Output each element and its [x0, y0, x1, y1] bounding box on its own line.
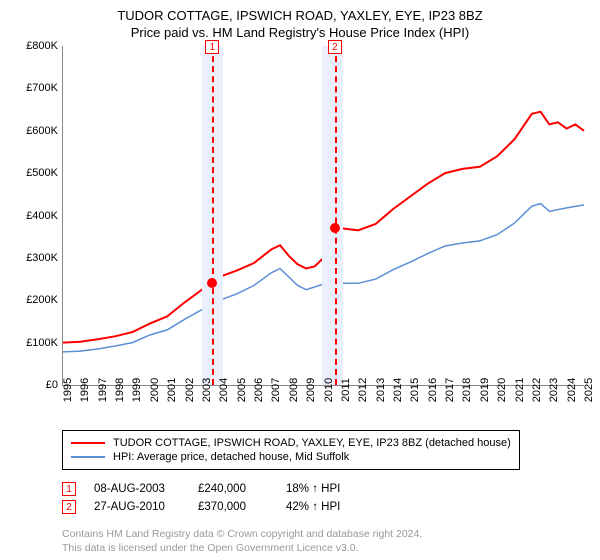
legend-item: HPI: Average price, detached house, Mid …	[71, 451, 511, 463]
x-tick-label: 1999	[131, 378, 143, 402]
x-axis: 1995199619971998199920002001200220032004…	[62, 386, 584, 420]
footer-line1: Contains HM Land Registry data © Crown c…	[62, 528, 584, 542]
x-tick-label: 2002	[184, 378, 196, 402]
event-marker: 1	[205, 40, 219, 54]
event-marker: 2	[328, 40, 342, 54]
x-tick-label: 2019	[479, 378, 491, 402]
highlight-band	[322, 46, 343, 385]
x-tick-label: 2016	[427, 378, 439, 402]
x-tick-label: 2024	[566, 378, 578, 402]
x-tick-label: 1997	[97, 378, 109, 402]
x-tick-label: 2006	[253, 378, 265, 402]
chart: £0£100K£200K£300K£400K£500K£600K£700K£80…	[16, 46, 584, 386]
y-tick-label: £0	[46, 379, 58, 391]
x-tick-label: 2022	[531, 378, 543, 402]
x-tick-label: 2011	[340, 378, 352, 402]
y-tick-label: £500K	[26, 167, 58, 179]
y-tick-label: £400K	[26, 210, 58, 222]
y-tick-label: £600K	[26, 125, 58, 137]
footer-line2: This data is licensed under the Open Gov…	[62, 542, 584, 556]
event-table: 1 08-AUG-2003 £240,000 18% ↑ HPI 2 27-AUG-201…	[62, 478, 584, 518]
x-tick-label: 2012	[357, 378, 369, 402]
y-tick-label: £300K	[26, 252, 58, 264]
legend-label: HPI: Average price, detached house, Mid …	[113, 451, 349, 463]
x-tick-label: 2001	[166, 378, 178, 402]
event-price: £370,000	[198, 501, 268, 513]
x-tick-label: 2004	[218, 378, 230, 402]
x-tick-label: 2010	[323, 378, 335, 402]
x-tick-label: 1998	[114, 378, 126, 402]
event-date: 27-AUG-2010	[94, 501, 180, 513]
y-tick-label: £200K	[26, 294, 58, 306]
x-tick-label: 2009	[305, 378, 317, 402]
sale-dot	[330, 223, 340, 233]
chart-title-line1: TUDOR COTTAGE, IPSWICH ROAD, YAXLEY, EYE…	[16, 8, 584, 23]
y-tick-label: £100K	[26, 337, 58, 349]
x-tick-label: 2021	[514, 378, 526, 402]
legend-label: TUDOR COTTAGE, IPSWICH ROAD, YAXLEY, EYE…	[113, 437, 511, 449]
x-tick-label: 2025	[583, 378, 595, 402]
event-marker: 1	[62, 482, 76, 496]
event-vline	[212, 46, 214, 385]
y-tick-label: £800K	[26, 40, 58, 52]
x-tick-label: 2020	[496, 378, 508, 402]
x-tick-label: 2014	[392, 378, 404, 402]
legend-swatch	[71, 442, 105, 444]
sale-dot	[207, 278, 217, 288]
event-price: £240,000	[198, 483, 268, 495]
legend: TUDOR COTTAGE, IPSWICH ROAD, YAXLEY, EYE…	[62, 430, 520, 470]
x-tick-label: 2007	[270, 378, 282, 402]
x-tick-label: 2018	[461, 378, 473, 402]
event-row: 2 27-AUG-2010 £370,000 42% ↑ HPI	[62, 500, 584, 514]
x-tick-label: 2023	[548, 378, 560, 402]
event-row: 1 08-AUG-2003 £240,000 18% ↑ HPI	[62, 482, 584, 496]
event-vline	[335, 46, 337, 385]
chart-title-line2: Price paid vs. HM Land Registry's House …	[16, 25, 584, 40]
x-tick-label: 2015	[409, 378, 421, 402]
x-tick-label: 2003	[201, 378, 213, 402]
x-tick-label: 2008	[288, 378, 300, 402]
y-axis: £0£100K£200K£300K£400K£500K£600K£700K£80…	[16, 46, 62, 386]
x-tick-label: 2017	[444, 378, 456, 402]
x-tick-label: 1996	[79, 378, 91, 402]
event-marker: 2	[62, 500, 76, 514]
footer: Contains HM Land Registry data © Crown c…	[62, 528, 584, 555]
x-tick-label: 2000	[149, 378, 161, 402]
event-delta: 42% ↑ HPI	[286, 501, 340, 513]
x-tick-label: 2005	[236, 378, 248, 402]
plot-area: 12	[62, 46, 584, 386]
x-tick-label: 2013	[375, 378, 387, 402]
legend-swatch	[71, 456, 105, 458]
event-delta: 18% ↑ HPI	[286, 483, 340, 495]
event-date: 08-AUG-2003	[94, 483, 180, 495]
y-tick-label: £700K	[26, 82, 58, 94]
x-tick-label: 1995	[62, 378, 74, 402]
legend-item: TUDOR COTTAGE, IPSWICH ROAD, YAXLEY, EYE…	[71, 437, 511, 449]
